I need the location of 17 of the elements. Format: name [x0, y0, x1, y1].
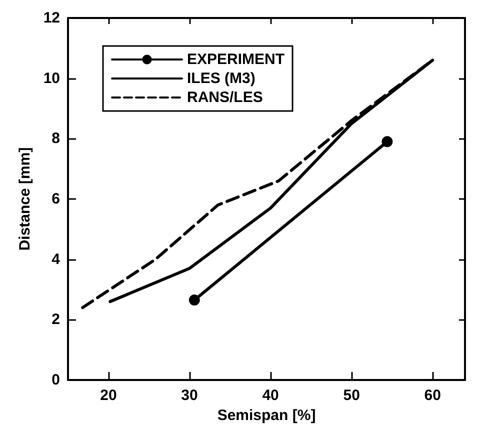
- y-tick-label: 0: [52, 372, 60, 388]
- x-tick-label: 60: [424, 387, 441, 404]
- y-tick-label: 12: [43, 10, 60, 26]
- y-tick-label: 10: [43, 70, 60, 87]
- y-tick-label: 2: [52, 311, 60, 328]
- y-tick-label: 8: [52, 130, 60, 148]
- y-axis-title: Distance [mm]: [16, 147, 34, 251]
- x-tick-label: 40: [262, 387, 279, 404]
- legend-label: RANS/LES: [187, 89, 263, 106]
- y-tick-label: 6: [52, 190, 60, 208]
- x-axis-title: Semispan [%]: [217, 407, 316, 424]
- x-tick-label: 50: [343, 387, 360, 404]
- legend-label: EXPERIMENT: [187, 51, 285, 68]
- legend-label: ILES (M3): [187, 70, 256, 87]
- x-tick-label: 20: [100, 387, 117, 404]
- y-tick-label: 4: [52, 250, 61, 268]
- x-tick-label: 30: [181, 387, 198, 404]
